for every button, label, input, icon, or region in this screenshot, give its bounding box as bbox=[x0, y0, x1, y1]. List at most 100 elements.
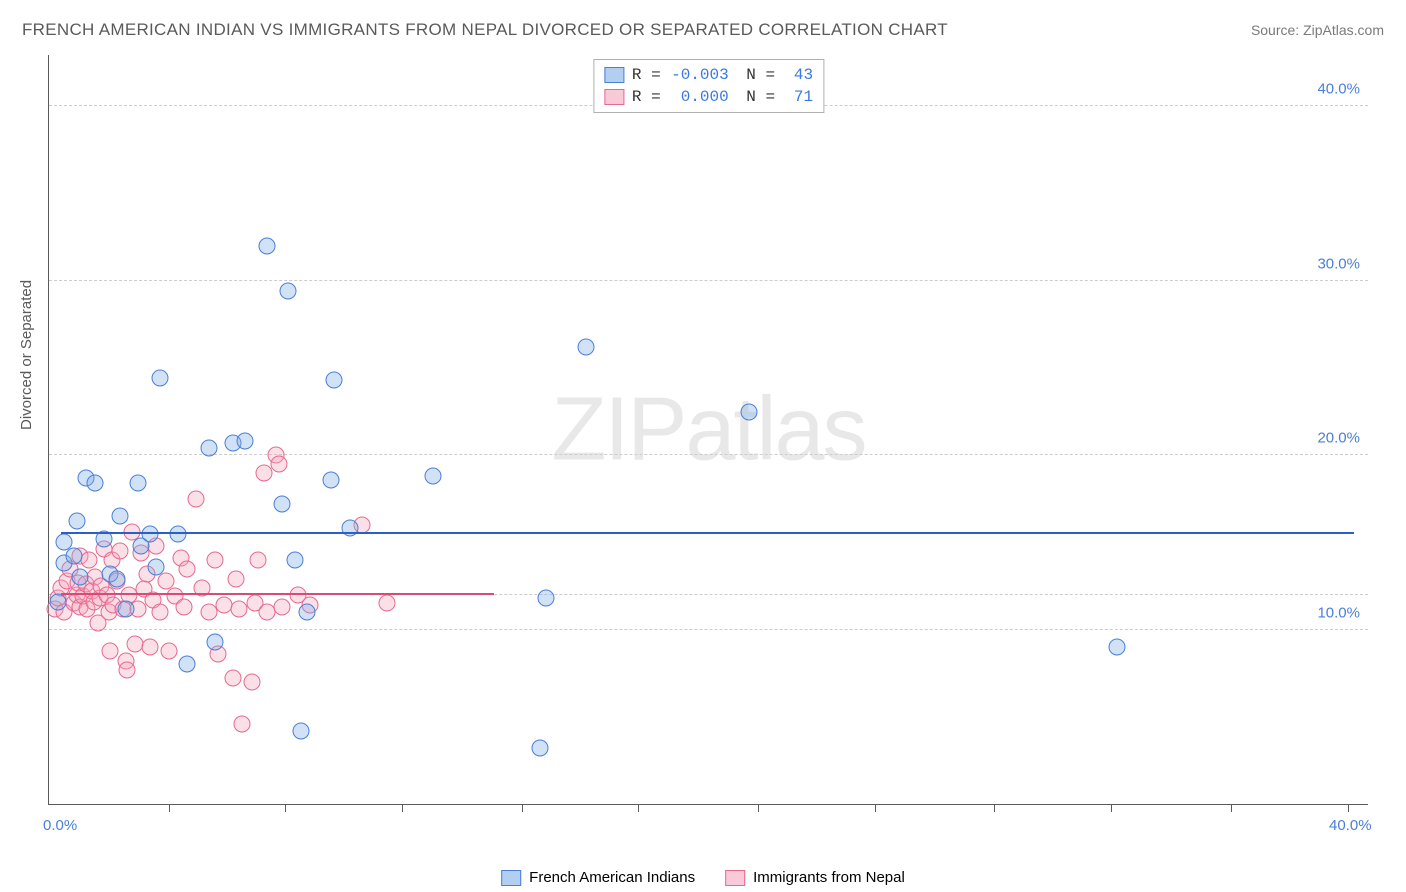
data-point bbox=[151, 370, 168, 387]
data-point bbox=[578, 339, 595, 356]
data-point bbox=[179, 656, 196, 673]
data-point bbox=[108, 571, 125, 588]
data-point bbox=[424, 468, 441, 485]
data-point bbox=[274, 496, 291, 513]
legend-series-label: Immigrants from Nepal bbox=[753, 869, 905, 886]
plot-area: ZIPatlas R = -0.003 N = 43 R = 0.000 N =… bbox=[48, 55, 1368, 805]
x-tick bbox=[875, 804, 876, 812]
source-label: Source: ZipAtlas.com bbox=[1251, 22, 1384, 38]
data-point bbox=[243, 673, 260, 690]
data-point bbox=[228, 571, 245, 588]
legend-n-label: N = bbox=[737, 86, 775, 108]
legend-stats-row: R = 0.000 N = 71 bbox=[604, 86, 813, 108]
data-point bbox=[292, 722, 309, 739]
x-tick bbox=[1348, 804, 1349, 812]
data-point bbox=[151, 604, 168, 621]
data-point bbox=[80, 551, 97, 568]
data-point bbox=[206, 633, 223, 650]
x-tick bbox=[638, 804, 639, 812]
data-point bbox=[532, 740, 549, 757]
x-tick bbox=[1231, 804, 1232, 812]
data-point bbox=[1109, 639, 1126, 656]
legend-stats: R = -0.003 N = 43 R = 0.000 N = 71 bbox=[593, 59, 824, 113]
data-point bbox=[298, 604, 315, 621]
data-point bbox=[87, 475, 104, 492]
data-point bbox=[249, 551, 266, 568]
data-point bbox=[157, 572, 174, 589]
data-point bbox=[68, 513, 85, 530]
data-point bbox=[188, 490, 205, 507]
data-point bbox=[271, 455, 288, 472]
trendline bbox=[61, 532, 1353, 534]
y-tick-label: 30.0% bbox=[1317, 255, 1360, 272]
legend-swatch-pink bbox=[725, 870, 745, 886]
data-point bbox=[179, 560, 196, 577]
data-point bbox=[169, 525, 186, 542]
data-point bbox=[65, 548, 82, 565]
y-tick-label: 40.0% bbox=[1317, 81, 1360, 98]
gridline bbox=[49, 454, 1368, 455]
data-point bbox=[225, 670, 242, 687]
data-point bbox=[142, 639, 159, 656]
legend-swatch-blue bbox=[604, 67, 624, 83]
data-point bbox=[130, 475, 147, 492]
data-point bbox=[215, 597, 232, 614]
x-tick bbox=[1111, 804, 1112, 812]
legend-n-value: 43 bbox=[783, 64, 813, 86]
y-axis-title: Divorced or Separated bbox=[18, 280, 35, 430]
data-point bbox=[280, 283, 297, 300]
data-point bbox=[378, 595, 395, 612]
data-point bbox=[255, 464, 272, 481]
data-point bbox=[274, 598, 291, 615]
data-point bbox=[237, 433, 254, 450]
data-point bbox=[111, 543, 128, 560]
x-tick bbox=[522, 804, 523, 812]
data-point bbox=[126, 635, 143, 652]
data-point bbox=[200, 440, 217, 457]
y-tick-label: 10.0% bbox=[1317, 604, 1360, 621]
data-point bbox=[102, 642, 119, 659]
y-tick-label: 20.0% bbox=[1317, 430, 1360, 447]
trendline bbox=[61, 593, 494, 595]
legend-swatch-pink bbox=[604, 89, 624, 105]
x-tick bbox=[402, 804, 403, 812]
x-tick bbox=[169, 804, 170, 812]
data-point bbox=[148, 558, 165, 575]
watermark: ZIPatlas bbox=[551, 378, 865, 481]
x-tick bbox=[758, 804, 759, 812]
data-point bbox=[326, 372, 343, 389]
data-point bbox=[234, 715, 251, 732]
legend-series-label: French American Indians bbox=[529, 869, 695, 886]
data-point bbox=[341, 520, 358, 537]
legend-n-value: 71 bbox=[783, 86, 813, 108]
data-point bbox=[71, 569, 88, 586]
data-point bbox=[258, 237, 275, 254]
legend-series: French American Indians Immigrants from … bbox=[501, 869, 905, 886]
data-point bbox=[142, 525, 159, 542]
data-point bbox=[323, 471, 340, 488]
data-point bbox=[117, 600, 134, 617]
legend-r-label: R = bbox=[632, 86, 661, 108]
legend-n-label: N = bbox=[737, 64, 775, 86]
legend-r-value: 0.000 bbox=[669, 86, 729, 108]
x-min-label: 0.0% bbox=[43, 817, 77, 834]
data-point bbox=[206, 551, 223, 568]
data-point bbox=[176, 598, 193, 615]
legend-r-value: -0.003 bbox=[669, 64, 729, 86]
data-point bbox=[740, 403, 757, 420]
legend-r-label: R = bbox=[632, 64, 661, 86]
chart-title: FRENCH AMERICAN INDIAN VS IMMIGRANTS FRO… bbox=[22, 20, 948, 40]
data-point bbox=[286, 551, 303, 568]
gridline bbox=[49, 629, 1368, 630]
legend-item: French American Indians bbox=[501, 869, 695, 886]
data-point bbox=[50, 593, 67, 610]
x-max-label: 40.0% bbox=[1329, 817, 1372, 834]
legend-swatch-blue bbox=[501, 870, 521, 886]
data-point bbox=[111, 508, 128, 525]
data-point bbox=[119, 661, 136, 678]
x-tick bbox=[285, 804, 286, 812]
legend-item: Immigrants from Nepal bbox=[725, 869, 905, 886]
legend-stats-row: R = -0.003 N = 43 bbox=[604, 64, 813, 86]
x-tick bbox=[994, 804, 995, 812]
gridline bbox=[49, 280, 1368, 281]
